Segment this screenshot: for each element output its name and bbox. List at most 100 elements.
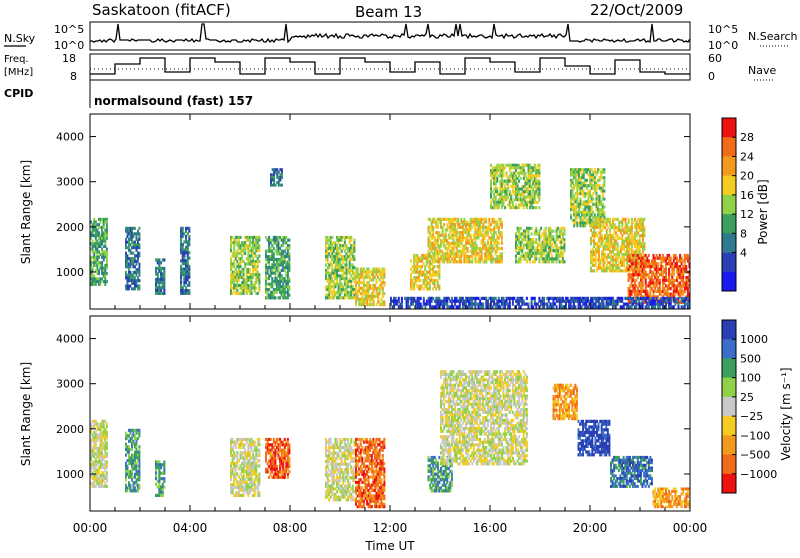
- echo-cell: [158, 264, 160, 267]
- echo-cell: [372, 278, 374, 281]
- echo-cell: [603, 250, 605, 253]
- echo-cell: [659, 282, 661, 285]
- echo-cell: [268, 263, 270, 266]
- echo-cell: [596, 242, 598, 245]
- echo-cell: [438, 297, 440, 300]
- echo-cell: [643, 226, 645, 229]
- echo-cell: [127, 254, 129, 257]
- echo-cell: [274, 274, 276, 277]
- echo-cell: [563, 244, 565, 247]
- echo-cell: [642, 287, 644, 290]
- echo-cell: [346, 274, 348, 277]
- echo-cell: [518, 180, 520, 183]
- echo-cell: [139, 271, 141, 274]
- echo-cell: [273, 255, 275, 258]
- echo-cell: [282, 263, 284, 266]
- echo-cell: [603, 223, 605, 226]
- echo-cell: [593, 245, 595, 248]
- echo-cell: [687, 276, 689, 279]
- echo-cell: [538, 190, 540, 193]
- echo-cell: [482, 305, 484, 308]
- echo-cell: [134, 287, 136, 290]
- echo-cell: [342, 261, 344, 264]
- echo-cell: [424, 305, 426, 308]
- echo-cell: [559, 235, 561, 238]
- echo-cell: [104, 283, 106, 286]
- echo-cell: [665, 276, 667, 279]
- echo-cell: [636, 221, 638, 224]
- echo-cell: [288, 258, 290, 261]
- echo-cell: [592, 174, 594, 177]
- echo-cell: [553, 246, 555, 249]
- echo-cell: [493, 300, 495, 303]
- echo-cell: [490, 196, 492, 199]
- echo-cell: [621, 297, 623, 300]
- echo-cell: [288, 285, 290, 288]
- echo-cell: [528, 235, 530, 238]
- echo-cell: [134, 241, 136, 244]
- echo-cell: [448, 297, 450, 300]
- echo-cell: [258, 255, 260, 258]
- echo-cell: [243, 276, 245, 279]
- echo-cell: [279, 236, 281, 239]
- echo-cell: [538, 230, 540, 233]
- echo-cell: [576, 190, 578, 193]
- echo-cell: [188, 251, 190, 254]
- echo-cell: [352, 263, 354, 266]
- echo-cell: [631, 226, 633, 229]
- echo-cell: [288, 266, 290, 269]
- echo-cell: [531, 232, 533, 235]
- echo-cell: [599, 264, 601, 267]
- echo-cell: [538, 241, 540, 244]
- echo-cell: [420, 297, 422, 300]
- noise-right-label: N.Search: [748, 30, 798, 43]
- echo-cell: [592, 198, 594, 201]
- echo-cell: [257, 257, 259, 260]
- echo-cell: [434, 260, 436, 263]
- echo-cell: [137, 241, 139, 244]
- echo-cell: [681, 262, 683, 265]
- echo-cell: [101, 277, 103, 280]
- echo-cell: [101, 229, 103, 232]
- echo-cell: [393, 305, 395, 308]
- beam-title: Beam 13: [355, 3, 422, 21]
- echo-cell: [271, 285, 273, 288]
- echo-cell: [106, 250, 108, 253]
- echo-cell: [344, 296, 346, 299]
- echo-cell: [585, 303, 587, 306]
- echo-cell: [163, 275, 165, 278]
- echo-cell: [515, 232, 517, 235]
- echo-cell: [563, 241, 565, 244]
- echo-cell: [485, 221, 487, 224]
- echo-cell: [187, 232, 189, 235]
- echo-cell: [188, 240, 190, 243]
- echo-cell: [493, 236, 495, 239]
- echo-cell: [358, 278, 360, 281]
- echo-cell: [377, 295, 379, 298]
- echo-cell: [562, 235, 564, 238]
- echo-cell: [579, 303, 581, 306]
- echo-cell: [279, 272, 281, 275]
- echo-cell: [614, 245, 616, 248]
- echo-cell: [331, 266, 333, 269]
- echo-cell: [279, 283, 281, 286]
- echo-cell: [556, 232, 558, 235]
- echo-cell: [395, 297, 397, 300]
- echo-cell: [279, 296, 281, 299]
- echo-cell: [254, 284, 256, 287]
- echo-cell: [104, 242, 106, 245]
- echo-cell: [603, 240, 605, 243]
- echo-cell: [615, 231, 617, 234]
- echo-cell: [347, 283, 349, 286]
- echo-cell: [612, 305, 614, 308]
- echo-cell: [258, 284, 260, 287]
- noise-trace: [90, 24, 690, 42]
- echo-cell: [535, 227, 537, 230]
- echo-cell: [410, 268, 412, 271]
- echo-cell: [104, 275, 106, 278]
- echo-cell: [383, 273, 385, 276]
- echo-cell: [438, 287, 440, 290]
- echo-cell: [639, 237, 641, 240]
- echo-cell: [614, 237, 616, 240]
